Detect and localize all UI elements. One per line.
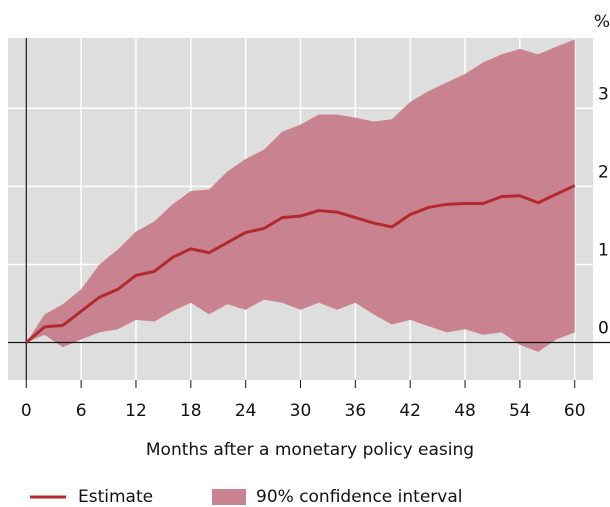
x-axis-label: Months after a monetary policy easing [146,440,474,460]
x-tick-label: 48 [454,401,476,421]
x-tick-label: 24 [235,401,257,421]
x-tick-label: 54 [509,401,531,421]
x-tick-label: 36 [345,401,367,421]
legend-label: Estimate [78,487,153,507]
legend-swatch [212,489,246,505]
x-tick-label: 0 [21,401,32,421]
y-tick-label: 1 [598,240,609,260]
x-tick-label: 18 [180,401,202,421]
legend-label: 90% confidence interval [256,487,462,507]
x-tick-label: 30 [290,401,312,421]
x-tick-label: 6 [76,401,87,421]
y-tick-label: 3 [598,84,609,104]
estimate-line [25,184,576,344]
x-tick-label: 60 [564,401,586,421]
x-tick-label: 42 [399,401,421,421]
y-tick-label: 0 [598,319,609,339]
confidence-band [26,39,575,352]
x-tick-label: 12 [125,401,147,421]
y-tick-label: 2 [598,162,609,182]
y-unit: % [594,12,610,32]
